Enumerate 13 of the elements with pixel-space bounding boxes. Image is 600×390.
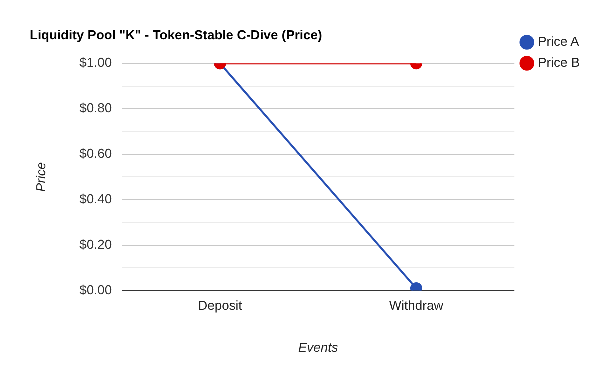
- chart-title: Liquidity Pool "K" - Token-Stable C-Dive (Price): [30, 27, 322, 42]
- x-tick-label: Withdraw: [389, 298, 444, 314]
- y-tick-label: $1.00: [80, 55, 112, 70]
- x-tick-label: Deposit: [198, 298, 243, 314]
- legend-label: Price A: [538, 34, 580, 50]
- x-axis-title: Events: [298, 340, 339, 355]
- y-tick-label: $0.40: [80, 192, 112, 206]
- y-tick-label: $0.00: [80, 282, 112, 298]
- legend-label: Price B: [538, 55, 580, 70]
- y-axis-title: Price: [33, 162, 48, 192]
- y-tick-label: $0.60: [80, 146, 112, 162]
- y-tick-label: $0.20: [80, 236, 112, 252]
- y-tick-label: $0.80: [80, 100, 112, 116]
